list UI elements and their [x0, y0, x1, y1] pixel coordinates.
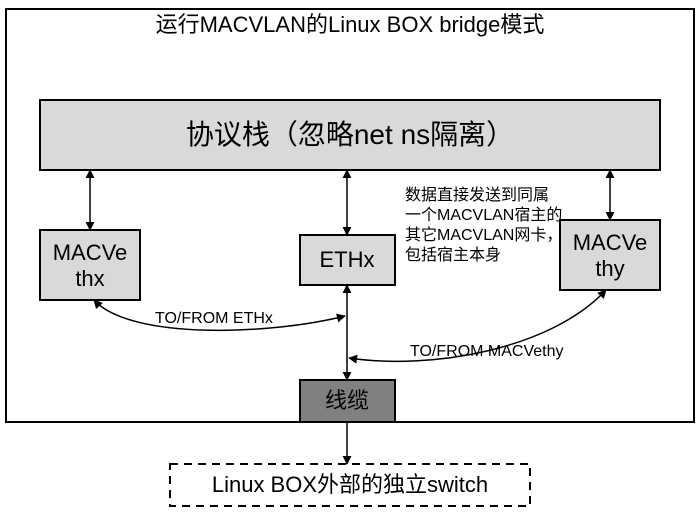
note-line-2: 一个MACVLAN宿主的	[405, 206, 562, 224]
note-line-4: 包括宿主本身	[405, 246, 501, 264]
external-switch-label: Linux BOX外部的独立switch	[212, 472, 488, 497]
macvethy-label-1: MACVe	[573, 230, 648, 255]
macvethx-label-2: thx	[75, 266, 104, 291]
note-line-1: 数据直接发送到同属	[405, 186, 549, 204]
protocol-stack-label: 协议栈（忽略net ns隔离）	[186, 119, 514, 150]
macvethy-label-2: thy	[595, 256, 624, 281]
edge-label-macvethy: TO/FROM MACVethy	[410, 343, 564, 360]
note-line-3: 其它MACVLAN网卡，	[405, 226, 562, 244]
ethx-label: ETHx	[320, 247, 375, 272]
edge-label-ethx: TO/FROM ETHx	[155, 310, 273, 327]
diagram-title: 运行MACVLAN的Linux BOX bridge模式	[156, 12, 545, 37]
cable-label: 线缆	[325, 388, 369, 413]
macvethx-label-1: MACVe	[53, 240, 128, 265]
linux-box-border	[6, 9, 694, 422]
